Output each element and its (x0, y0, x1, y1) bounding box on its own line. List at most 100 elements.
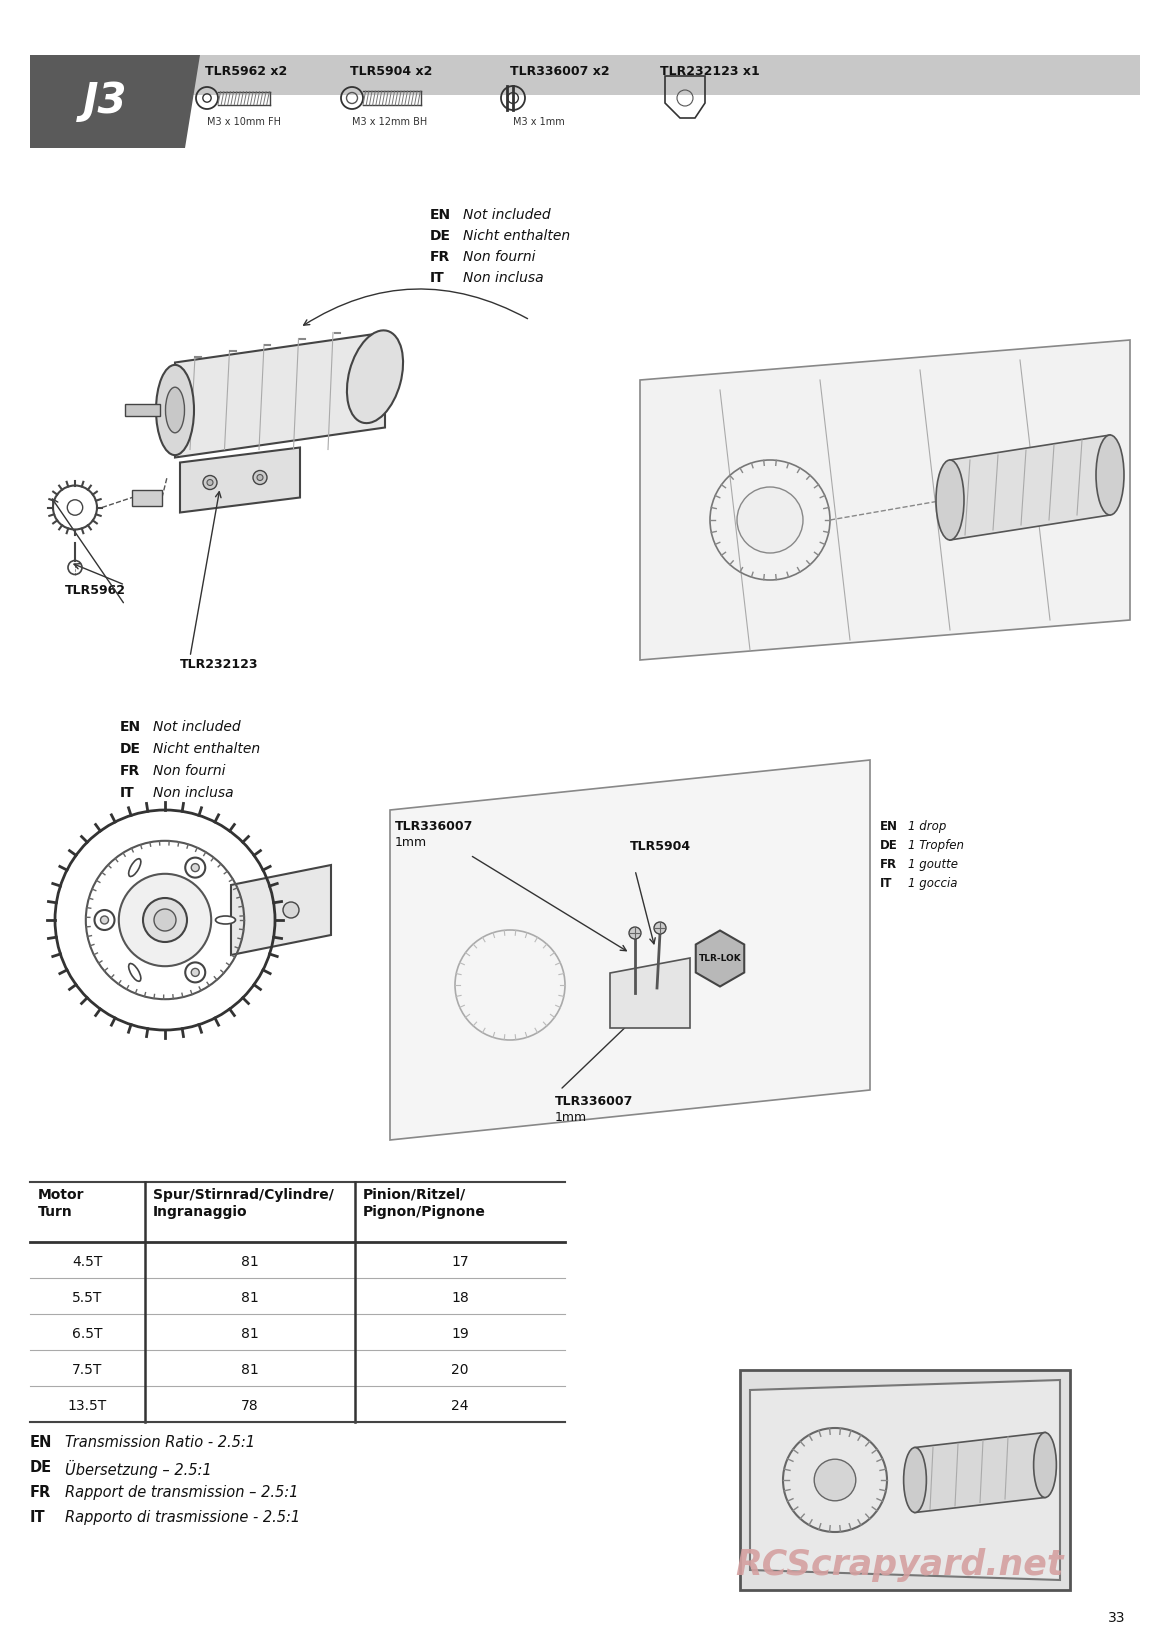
Text: 81: 81 (241, 1256, 259, 1269)
Polygon shape (640, 340, 1130, 660)
Text: RCScrapyard.net: RCScrapyard.net (736, 1549, 1064, 1581)
Text: 81: 81 (241, 1292, 259, 1305)
Text: 7.5T: 7.5T (72, 1364, 103, 1377)
Ellipse shape (1096, 435, 1123, 516)
Text: Non fourni: Non fourni (153, 764, 226, 778)
Text: 1mm: 1mm (555, 1112, 587, 1125)
Text: 1 goutte: 1 goutte (908, 858, 958, 871)
Text: 4.5T: 4.5T (72, 1256, 103, 1269)
Text: 17: 17 (451, 1256, 469, 1269)
Text: M3 x 10mm FH: M3 x 10mm FH (207, 116, 281, 128)
Circle shape (119, 874, 212, 966)
Circle shape (143, 899, 187, 941)
Ellipse shape (347, 331, 403, 422)
Text: EN: EN (880, 820, 898, 833)
Text: 78: 78 (241, 1400, 259, 1413)
Bar (740, 1370, 1070, 1590)
Ellipse shape (165, 388, 184, 432)
Polygon shape (915, 1432, 1045, 1513)
Polygon shape (610, 958, 690, 1028)
Text: DE: DE (880, 840, 898, 851)
Text: FR: FR (120, 764, 140, 778)
Circle shape (207, 480, 213, 486)
Circle shape (283, 902, 299, 918)
Polygon shape (950, 435, 1110, 540)
Circle shape (654, 922, 666, 935)
Text: TLR5904 x2: TLR5904 x2 (351, 65, 433, 79)
Text: 13.5T: 13.5T (68, 1400, 108, 1413)
Text: EN: EN (430, 208, 451, 223)
Circle shape (191, 969, 199, 976)
Text: 18: 18 (451, 1292, 469, 1305)
Text: TLR5962 x2: TLR5962 x2 (205, 65, 287, 79)
Text: TLR232123: TLR232123 (180, 658, 258, 671)
Circle shape (253, 470, 267, 485)
Text: 1 goccia: 1 goccia (908, 877, 958, 891)
Text: M3 x 1mm: M3 x 1mm (513, 116, 565, 128)
Text: 24: 24 (451, 1400, 469, 1413)
Ellipse shape (215, 917, 236, 923)
Ellipse shape (156, 365, 194, 455)
Text: 81: 81 (241, 1328, 259, 1341)
Text: DE: DE (120, 742, 141, 756)
Ellipse shape (904, 1447, 927, 1513)
Ellipse shape (1033, 1432, 1056, 1498)
Ellipse shape (128, 859, 141, 876)
Text: Rapporto di trasmissione - 2.5:1: Rapporto di trasmissione - 2.5:1 (65, 1509, 300, 1526)
Text: IT: IT (880, 877, 892, 891)
Circle shape (95, 910, 115, 930)
Text: J3: J3 (83, 80, 127, 123)
Text: 5.5T: 5.5T (72, 1292, 103, 1305)
Circle shape (154, 909, 176, 931)
Text: DE: DE (30, 1460, 52, 1475)
Text: Non fourni: Non fourni (463, 250, 536, 264)
Text: TLR-LOK: TLR-LOK (699, 954, 742, 963)
Polygon shape (231, 864, 331, 954)
Text: M3 x 12mm BH: M3 x 12mm BH (352, 116, 427, 128)
Text: Not included: Not included (463, 208, 551, 223)
Text: Nicht enthalten: Nicht enthalten (463, 229, 570, 242)
Text: 33: 33 (1107, 1611, 1125, 1626)
Text: FR: FR (880, 858, 897, 871)
Text: Transmission Ratio - 2.5:1: Transmission Ratio - 2.5:1 (65, 1436, 255, 1450)
Text: 6.5T: 6.5T (72, 1328, 103, 1341)
Text: EN: EN (30, 1436, 52, 1450)
Text: Übersetzung – 2.5:1: Übersetzung – 2.5:1 (65, 1460, 212, 1478)
Text: Spur/Stirnrad/Cylindre/
Ingranaggio: Spur/Stirnrad/Cylindre/ Ingranaggio (153, 1188, 334, 1220)
Text: TLR5904: TLR5904 (631, 840, 691, 853)
Polygon shape (695, 930, 744, 987)
Text: 1 Tropfen: 1 Tropfen (908, 840, 964, 851)
Text: FR: FR (430, 250, 450, 264)
Text: Nicht enthalten: Nicht enthalten (153, 742, 260, 756)
Text: IT: IT (30, 1509, 45, 1526)
Polygon shape (750, 1380, 1060, 1580)
Circle shape (191, 864, 199, 871)
Text: DE: DE (430, 229, 451, 242)
Circle shape (185, 963, 205, 982)
Text: Motor
Turn: Motor Turn (38, 1188, 84, 1220)
Ellipse shape (128, 964, 141, 981)
Text: Not included: Not included (153, 720, 241, 733)
Text: 19: 19 (451, 1328, 469, 1341)
Text: TLR336007 x2: TLR336007 x2 (510, 65, 610, 79)
Text: FR: FR (30, 1485, 51, 1499)
Polygon shape (390, 760, 870, 1139)
Circle shape (101, 917, 109, 923)
Text: 1 drop: 1 drop (908, 820, 946, 833)
Bar (125, 404, 160, 416)
Text: IT: IT (120, 786, 134, 800)
Text: TLR232123 x1: TLR232123 x1 (659, 65, 760, 79)
Text: TLR336007: TLR336007 (395, 820, 473, 833)
Circle shape (202, 475, 218, 489)
Text: EN: EN (120, 720, 141, 733)
Circle shape (737, 486, 803, 553)
Bar (132, 489, 162, 506)
Circle shape (257, 475, 263, 481)
Circle shape (629, 927, 641, 940)
Ellipse shape (936, 460, 964, 540)
Circle shape (185, 858, 205, 877)
Text: TLR5962: TLR5962 (65, 583, 126, 596)
Text: IT: IT (430, 272, 444, 285)
Circle shape (67, 499, 82, 516)
Text: Rapport de transmission – 2.5:1: Rapport de transmission – 2.5:1 (65, 1485, 299, 1499)
